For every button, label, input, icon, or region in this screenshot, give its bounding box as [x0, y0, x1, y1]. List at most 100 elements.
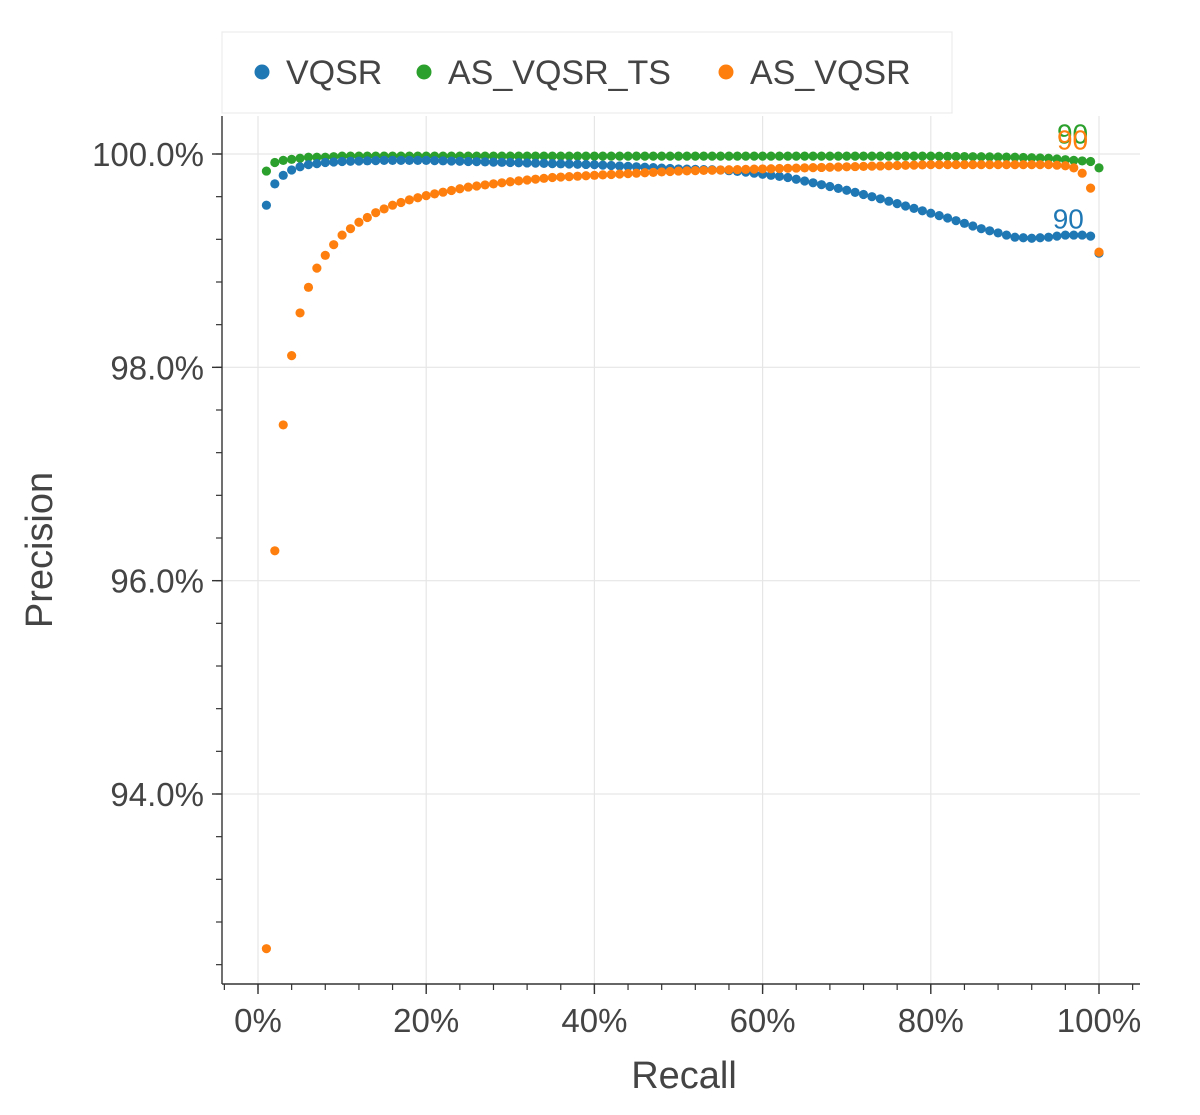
data-point	[900, 160, 911, 170]
data-point	[589, 170, 600, 180]
data-point	[934, 160, 944, 170]
data-point	[514, 151, 524, 161]
data-point	[926, 208, 936, 218]
data-point	[430, 189, 440, 199]
data-point	[589, 160, 600, 170]
data-point	[345, 224, 356, 234]
data-point	[800, 163, 810, 173]
data-point	[766, 164, 776, 174]
data-point	[808, 151, 818, 161]
data-point	[783, 151, 793, 161]
data-point	[816, 180, 827, 190]
data-point	[362, 156, 372, 166]
data-point	[800, 151, 810, 161]
data-point	[900, 201, 911, 211]
data-point	[1018, 233, 1028, 243]
data-point	[959, 218, 970, 228]
data-point	[917, 151, 927, 161]
legend-marker	[416, 64, 432, 80]
data-point	[774, 163, 785, 174]
data-point	[867, 192, 877, 202]
data-point	[564, 159, 574, 169]
data-point	[724, 151, 734, 161]
data-point	[480, 180, 490, 190]
data-point	[539, 151, 549, 161]
data-point	[564, 172, 574, 182]
data-point	[951, 216, 961, 226]
data-point	[312, 263, 322, 273]
data-point	[598, 151, 608, 161]
data-point	[682, 151, 692, 161]
data-point	[951, 151, 961, 162]
data-point	[1069, 230, 1079, 240]
data-point	[833, 183, 843, 193]
data-point	[1043, 160, 1054, 170]
threshold-annotation: 90	[1057, 125, 1088, 156]
data-point	[850, 151, 860, 161]
data-point	[690, 151, 700, 161]
data-point	[1043, 153, 1054, 163]
data-point	[505, 151, 515, 161]
data-point	[556, 151, 566, 161]
data-point	[337, 230, 347, 240]
legend-marker	[718, 64, 734, 80]
data-point	[959, 151, 970, 162]
data-point	[1077, 230, 1087, 240]
data-point	[497, 157, 507, 167]
data-point	[1027, 233, 1037, 243]
data-point	[1085, 231, 1096, 241]
data-point	[539, 173, 549, 183]
data-point	[892, 151, 902, 161]
data-point	[278, 170, 288, 180]
data-point	[825, 162, 835, 172]
data-point	[497, 178, 507, 188]
data-point	[699, 151, 709, 161]
data-point	[270, 546, 280, 556]
data-point	[909, 203, 919, 213]
data-point	[396, 155, 406, 165]
data-point	[682, 166, 692, 176]
data-point	[623, 169, 633, 179]
data-point	[1001, 230, 1012, 240]
data-point	[976, 224, 986, 234]
data-point	[514, 176, 524, 186]
data-point	[287, 154, 297, 164]
data-point	[858, 189, 869, 200]
data-point	[413, 193, 423, 203]
data-point	[993, 152, 1003, 162]
data-point	[749, 164, 759, 174]
data-point	[1077, 168, 1087, 178]
data-point	[287, 165, 297, 175]
data-point	[514, 158, 524, 168]
data-point	[354, 217, 364, 227]
data-point	[825, 151, 835, 161]
series-vqsr	[261, 155, 1104, 258]
data-point	[598, 160, 608, 170]
data-point	[589, 151, 600, 161]
data-point	[505, 157, 515, 168]
data-point	[455, 156, 465, 166]
data-point	[926, 160, 936, 170]
data-point	[463, 182, 473, 192]
data-point	[816, 151, 827, 161]
data-point	[1035, 233, 1045, 243]
data-point	[572, 171, 583, 181]
data-point	[892, 160, 902, 171]
data-point	[556, 159, 566, 169]
data-point	[371, 156, 381, 166]
data-point	[404, 155, 414, 165]
data-point	[1052, 160, 1062, 170]
data-point	[631, 151, 642, 161]
data-point	[640, 151, 650, 161]
data-point	[850, 161, 860, 172]
data-point	[673, 166, 684, 176]
data-point	[968, 221, 978, 231]
threshold-annotation: 90	[1057, 118, 1088, 149]
data-point	[842, 151, 852, 161]
data-point	[875, 161, 885, 171]
data-point	[884, 151, 894, 161]
data-point	[699, 165, 709, 176]
data-point	[640, 168, 650, 178]
